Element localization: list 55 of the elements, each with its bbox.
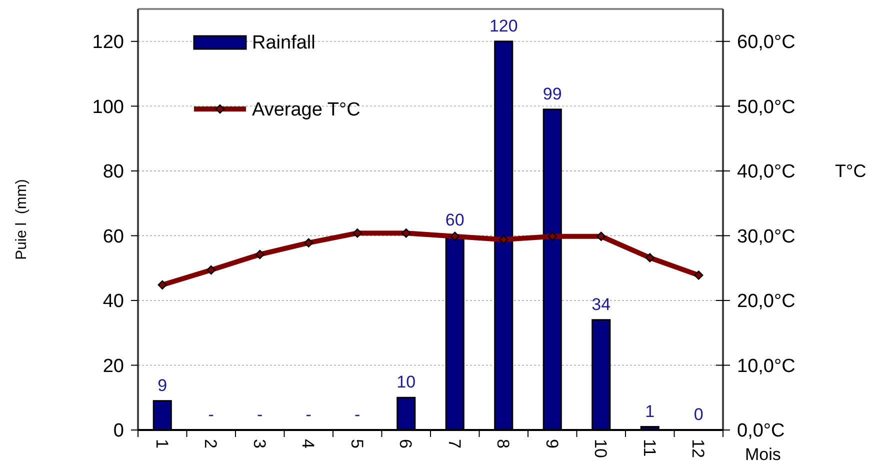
y2-tick-label: 10,0°C <box>737 356 796 377</box>
y-tick-label: 20 <box>102 356 124 377</box>
y-tick-label: 60 <box>102 226 124 248</box>
point <box>596 232 606 241</box>
data-label: - <box>208 405 214 424</box>
y-tick-label: 0 <box>113 420 124 442</box>
legend-label: Average T°C <box>252 100 360 121</box>
point <box>304 238 314 248</box>
data-label: 1 <box>645 402 655 421</box>
data-label: 10 <box>396 372 416 392</box>
data-label: 99 <box>542 84 562 104</box>
point <box>158 280 167 290</box>
point <box>450 232 460 241</box>
data-label: - <box>306 405 312 424</box>
data-label: - <box>257 405 263 424</box>
x-tick-label: 3 <box>250 439 269 448</box>
point <box>645 253 654 262</box>
x-tick-label: 2 <box>201 439 220 448</box>
y-tick-label: 40 <box>102 291 124 312</box>
point <box>402 228 411 238</box>
legend-label: Rainfall <box>252 32 316 54</box>
x-tick-label: 11 <box>640 439 659 457</box>
x-tick-label: 5 <box>347 439 366 448</box>
y2-tick-label: 40,0°C <box>737 162 796 183</box>
y-tick-label: 80 <box>102 162 124 183</box>
y2-tick-label: 30,0°C <box>737 226 796 248</box>
data-label: - <box>354 405 360 424</box>
y2-axis-title: T°C <box>835 161 866 182</box>
data-label: 9 <box>158 376 168 395</box>
x-tick-label: 4 <box>298 439 318 448</box>
data-label: 120 <box>489 16 518 36</box>
y-tick-label: 100 <box>92 96 124 118</box>
x-tick-label: 1 <box>152 439 172 448</box>
x-tick-label: 9 <box>542 439 562 448</box>
point <box>206 265 216 275</box>
y2-tick-label: 0,0°C <box>737 420 785 442</box>
y2-tick-label: 60,0°C <box>737 32 796 54</box>
y-tick-label: 120 <box>92 32 124 54</box>
x-tick-label: 10 <box>591 439 610 458</box>
point <box>255 250 264 260</box>
x-tick-label: 8 <box>494 439 513 448</box>
point <box>694 270 704 280</box>
point <box>352 228 362 238</box>
point <box>499 234 508 244</box>
x-tick-label: 6 <box>396 439 416 448</box>
point <box>548 232 557 241</box>
data-label: 60 <box>445 210 464 230</box>
y2-tick-label: 20,0°C <box>737 291 796 312</box>
data-label: 34 <box>592 294 611 314</box>
y2-tick-label: 50,0°C <box>737 96 796 118</box>
x-tick-label: 12 <box>688 439 708 458</box>
data-label: 0 <box>694 405 704 424</box>
x-tick-label: 7 <box>444 439 464 448</box>
x-axis-title: Mois <box>745 445 781 464</box>
y-axis-title: Puie l (mm) <box>13 179 30 260</box>
